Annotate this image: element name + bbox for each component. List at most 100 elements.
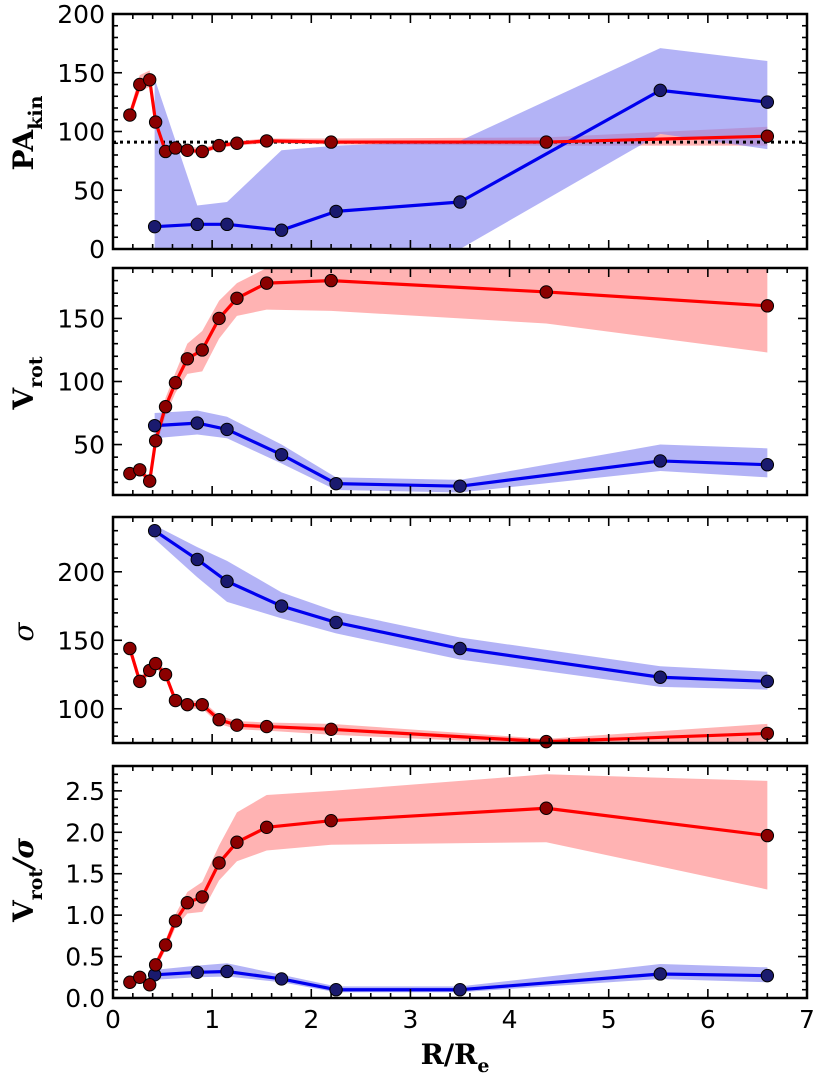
data-point-red-pa-kin [259, 134, 274, 148]
data-point-blue-pa-kin [274, 223, 289, 237]
y-tick-label-v-rot-over-sigma: 2.0 [65, 818, 105, 847]
data-point-blue-v-rot [190, 416, 204, 430]
y-tick-label-v-rot-over-sigma: 2.5 [65, 777, 105, 806]
x-tick-label: 0 [105, 1005, 121, 1034]
data-point-blue-sigma [274, 599, 289, 613]
data-point-blue-v-rot [220, 422, 234, 437]
data-point-red-sigma [324, 722, 338, 737]
data-point-red-sigma [259, 719, 274, 734]
data-point-blue-pa-kin [147, 219, 162, 234]
y-axis-title-v-rot-over-sigma: Vrot/σ [7, 838, 47, 923]
data-point-red-sigma [230, 718, 244, 732]
data-point-red-v-rot [230, 291, 244, 305]
data-point-blue-pa-kin [760, 95, 775, 109]
data-point-blue-sigma [147, 523, 162, 538]
data-point-red-sigma [133, 674, 147, 689]
panel-v-rot: 50 100 150 Vrot [7, 266, 809, 497]
x-tick-label: 5 [601, 1005, 617, 1034]
data-point-blue-pa-kin [220, 217, 234, 232]
y-tick-label-pa-kin: 50 [73, 176, 105, 205]
data-point-blue-v-rot-over-sigma [760, 968, 775, 983]
error-band-red-pa-kin [129, 70, 768, 155]
data-point-red-v-rot-over-sigma [195, 890, 209, 904]
error-band-red-v-rot [129, 268, 768, 485]
data-point-blue-v-rot-over-sigma [274, 972, 289, 986]
data-point-blue-v-rot-over-sigma [453, 983, 467, 997]
data-point-blue-v-rot [147, 418, 162, 433]
data-point-blue-pa-kin [190, 217, 204, 232]
data-point-blue-v-rot [760, 458, 775, 472]
y-tick-label-pa-kin: 0 [89, 235, 105, 264]
y-tick-label-v-rot-over-sigma: 1.0 [65, 901, 105, 930]
data-point-red-sigma [180, 697, 195, 712]
data-point-red-v-rot [168, 376, 183, 390]
data-point-blue-v-rot-over-sigma [220, 964, 234, 979]
data-point-red-sigma [195, 697, 209, 712]
data-point-red-v-rot [158, 400, 173, 414]
error-band-blue-v-rot [154, 410, 768, 493]
data-point-blue-v-rot-over-sigma [190, 965, 204, 980]
x-axis-title: R/Re [421, 1038, 490, 1076]
data-point-red-sigma [158, 667, 173, 682]
data-point-red-v-rot [195, 343, 209, 357]
data-point-red-pa-kin [142, 73, 157, 87]
data-point-red-v-rot-over-sigma [212, 856, 226, 870]
data-point-blue-sigma [760, 674, 775, 689]
data-point-red-v-rot-over-sigma [158, 938, 173, 952]
data-point-red-pa-kin [324, 135, 338, 149]
data-point-blue-sigma [220, 574, 234, 589]
data-point-blue-v-rot-over-sigma [653, 967, 667, 981]
data-point-blue-sigma [190, 552, 204, 567]
data-point-blue-v-rot [653, 454, 667, 468]
data-point-red-pa-kin [180, 143, 195, 158]
data-point-red-v-rot [324, 273, 338, 288]
y-tick-label-sigma: 100 [57, 695, 105, 724]
data-point-red-pa-kin [539, 135, 553, 149]
error-band-red-sigma [129, 643, 768, 743]
x-tick-label: 3 [402, 1005, 418, 1034]
data-point-red-pa-kin [168, 141, 183, 155]
y-tick-label-v-rot: 50 [73, 431, 105, 460]
data-point-red-v-rot-over-sigma [539, 801, 553, 815]
data-point-red-v-rot [259, 276, 274, 290]
data-point-red-sigma [212, 713, 226, 727]
series-line-red-pa-kin [128, 78, 768, 154]
data-point-red-v-rot [760, 299, 775, 313]
x-tick-label: 4 [502, 1005, 518, 1034]
data-point-red-v-rot-over-sigma [324, 813, 338, 828]
data-point-red-v-rot [148, 434, 163, 448]
data-point-blue-v-rot-over-sigma [329, 983, 343, 997]
error-band-red-v-rot-over-sigma [129, 774, 768, 988]
y-tick-label-v-rot-over-sigma: 0.0 [65, 984, 105, 1013]
data-point-red-pa-kin [212, 138, 226, 153]
data-point-red-v-rot-over-sigma [142, 978, 157, 992]
y-tick-label-pa-kin: 100 [57, 118, 105, 147]
y-axis-title-sigma: σ [7, 622, 40, 642]
x-tick-label: 1 [204, 1005, 220, 1034]
data-point-red-pa-kin [195, 144, 209, 159]
x-tick-label: 2 [303, 1005, 319, 1034]
data-point-red-sigma [168, 693, 183, 708]
data-point-red-sigma [123, 641, 137, 656]
y-tick-label-sigma: 150 [57, 626, 105, 655]
data-point-blue-v-rot [329, 476, 343, 491]
data-point-red-v-rot-over-sigma [168, 914, 183, 928]
panel-v-rot-over-sigma: 0.0 0.5 1.0 1.5 2.0 2.5 0 1 2 3 4 5 6 7 Vrot/σ R/Re [7, 764, 815, 1076]
data-point-blue-v-rot [453, 479, 467, 493]
data-point-red-v-rot-over-sigma [180, 896, 195, 910]
x-tick-label: 6 [700, 1005, 716, 1034]
data-point-red-v-rot [212, 311, 226, 326]
x-tick-label: 7 [799, 1005, 815, 1034]
series-line-red-v-rot [129, 279, 768, 483]
panel-pa-kin: 0 50 100 150 200 PAkin [7, 0, 809, 264]
data-point-red-pa-kin [230, 136, 244, 150]
y-tick-label-v-rot-over-sigma: 1.5 [65, 860, 105, 889]
data-point-red-sigma [760, 726, 775, 741]
data-point-red-v-rot [133, 463, 147, 477]
data-point-red-v-rot [142, 474, 157, 488]
panel-sigma: 100 150 200 σ [7, 515, 809, 749]
y-tick-label-v-rot: 100 [57, 368, 105, 397]
error-band-blue-pa-kin [154, 48, 768, 249]
y-tick-label-v-rot: 150 [57, 304, 105, 333]
